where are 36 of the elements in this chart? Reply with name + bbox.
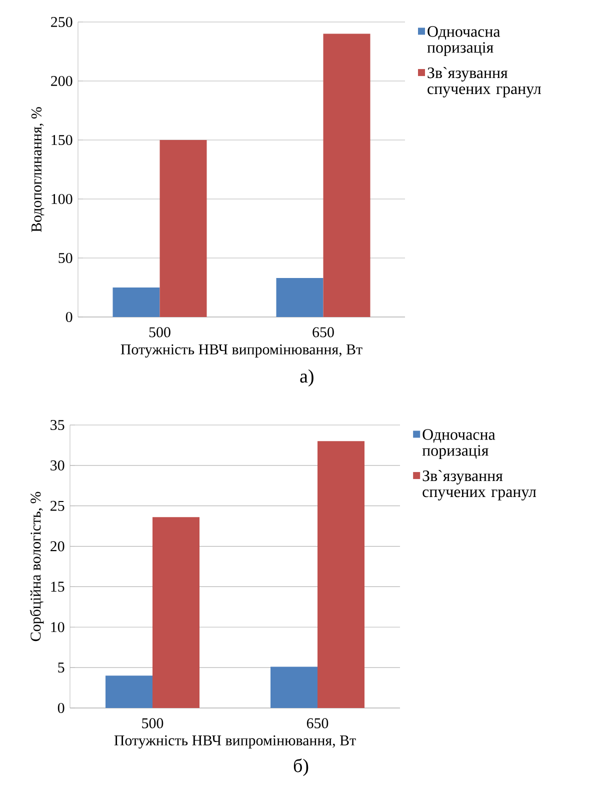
bar xyxy=(112,287,160,317)
y-tick-label: 0 xyxy=(58,702,64,714)
bar xyxy=(270,666,318,708)
y-tick-label: 200 xyxy=(51,76,72,86)
bar xyxy=(317,441,364,708)
y-tick-label: 20 xyxy=(50,541,64,552)
x-axis-title: Потужність НВЧ випромінювання, Вт xyxy=(114,735,356,749)
y-tick-label: 250 xyxy=(51,16,72,28)
legend-label: Одночасна поризація xyxy=(422,429,496,460)
text: б) xyxy=(294,758,308,776)
legend-label: Зв`язування спучених гранул xyxy=(422,470,536,500)
y-tick-label: 30 xyxy=(50,460,64,470)
bar xyxy=(276,278,324,317)
y-axis-title: Водопоглинання, % xyxy=(31,107,44,232)
y-tick-label: 5 xyxy=(58,662,64,673)
y-tick-label: 10 xyxy=(51,622,64,632)
bar xyxy=(152,517,200,708)
x-tick-label: 500 xyxy=(142,718,164,728)
y-tick-label: 50 xyxy=(58,252,72,264)
x-axis-title: Потужність НВЧ випромінювання, Вт xyxy=(120,344,362,358)
text: а) xyxy=(300,369,314,387)
bar xyxy=(160,140,207,317)
y-tick-label: 35 xyxy=(50,420,64,430)
y-tick-label: 15 xyxy=(51,582,64,592)
y-tick-label: 150 xyxy=(52,134,72,146)
x-tick-label: 650 xyxy=(312,327,334,338)
y-tick-label: 25 xyxy=(50,500,64,511)
y-tick-label: 0 xyxy=(66,312,72,322)
legend-label: Одночасна поризація xyxy=(427,26,500,56)
bar xyxy=(323,34,370,317)
y-axis-title: Сорбційна вологість, % xyxy=(30,492,44,642)
x-tick-label: 500 xyxy=(149,327,170,338)
bar xyxy=(106,676,152,708)
x-tick-label: 650 xyxy=(306,718,328,728)
legend-label: Зв`язування спучених гранул xyxy=(428,66,541,98)
y-tick-label: 100 xyxy=(52,194,72,204)
